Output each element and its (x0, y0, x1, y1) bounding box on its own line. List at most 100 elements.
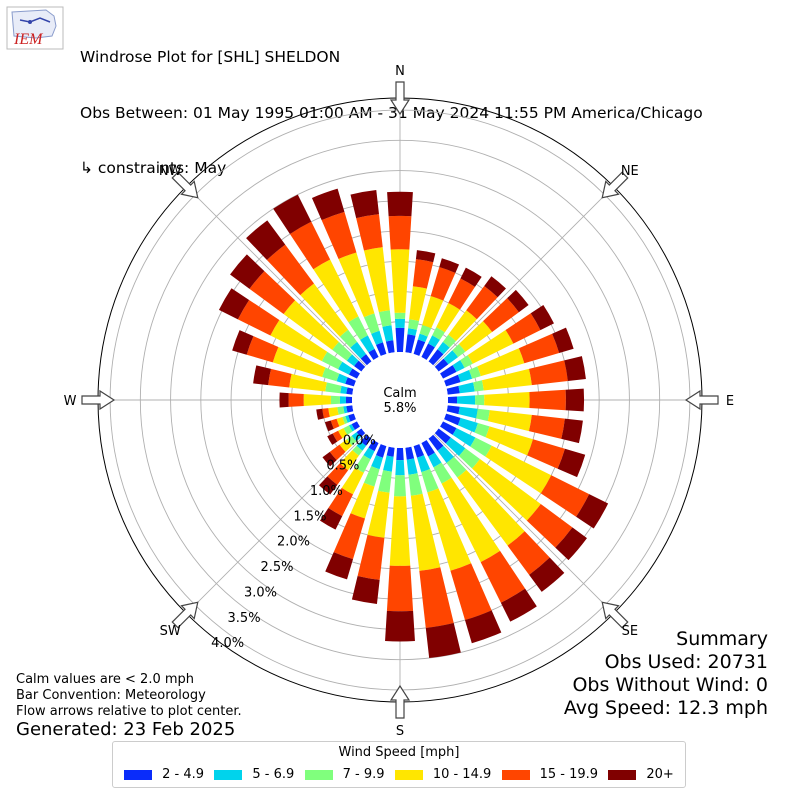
bar-140-bin-3 (446, 456, 467, 478)
bar-210-bin-6 (319, 508, 343, 530)
bar-230-bin-1 (356, 428, 366, 438)
bar-30-bin-2 (428, 335, 440, 348)
bar-120-bin-6 (576, 494, 609, 529)
flow-arrow-icon (601, 601, 629, 629)
bar-320-bin-4 (300, 283, 349, 337)
bar-150-bin-4 (441, 477, 501, 563)
bar-130-bin-5 (526, 503, 573, 548)
bar-320-bin-2 (350, 341, 367, 359)
bar-220-bin-1 (360, 434, 372, 446)
bar-280-bin-4 (289, 373, 327, 392)
bar-30-bin-4 (436, 302, 460, 333)
bar-110-bin-3 (474, 423, 490, 438)
bar-310-bin-6 (230, 254, 265, 289)
bar-80-bin-1 (446, 385, 460, 395)
bar-0-bin-4 (390, 249, 410, 313)
summary-box: Summary Obs Used: 20731 Obs Without Wind… (564, 628, 768, 720)
bar-270-bin-1 (345, 396, 353, 404)
bar-80-bin-3 (473, 380, 484, 392)
bar-130-bin-1 (434, 428, 451, 444)
bar-300-bin-5 (237, 299, 280, 336)
title-line-1: Windrose Plot for [SHL] SHELDON (80, 48, 341, 66)
bar-270-bin-2 (339, 396, 347, 404)
bar-270-bin-6 (279, 392, 289, 408)
summary-obs-without-wind: Obs Without Wind: 0 (572, 674, 768, 696)
bar-40-bin-4 (448, 310, 477, 342)
legend-items: 2 - 4.9 5 - 6.9 7 - 9.9 10 - 14.9 15 - 19.9 2… (113, 767, 685, 782)
bar-340-bin-1 (375, 342, 387, 356)
bar-120-bin-4 (485, 445, 552, 494)
bar-160-bin-4 (427, 488, 472, 571)
legend-swatch (394, 769, 423, 780)
bar-240-bin-6 (327, 433, 338, 445)
bar-60-bin-2 (452, 360, 465, 372)
bar-300-bin-4 (270, 319, 328, 362)
bar-250-bin-2 (345, 415, 351, 423)
bar-120-bin-1 (440, 421, 457, 435)
compass-label-se: SE (622, 624, 638, 639)
radial-tick-label: 1.5% (293, 509, 326, 524)
legend: Wind Speed [mph] 2 - 4.9 5 - 6.9 7 - 9.9 10… (112, 741, 686, 788)
legend-label: 5 - 6.9 (252, 767, 295, 782)
bar-240-bin-2 (348, 424, 355, 432)
bar-240-bin-1 (351, 421, 360, 430)
compass-label-w: W (64, 394, 77, 409)
bar-110-bin-6 (557, 448, 586, 478)
flow-arrow-shape (684, 389, 719, 411)
bar-170-bin-3 (408, 473, 423, 496)
bar-70-bin-4 (477, 348, 525, 377)
bar-10-bin-2 (407, 328, 417, 336)
bar-0-bin-2 (394, 318, 406, 328)
legend-label: 20+ (646, 767, 674, 782)
bar-250-bin-6 (324, 420, 334, 432)
bar-270-bin-3 (330, 395, 341, 405)
bar-260-bin-3 (337, 406, 345, 415)
bar-300-bin-1 (348, 368, 360, 379)
bar-20-bin-6 (439, 258, 460, 273)
flow-arrow-icon (81, 389, 116, 411)
bar-290-bin-2 (336, 373, 348, 384)
flow-arrow-icon (684, 389, 719, 411)
bar-310-bin-3 (332, 341, 353, 361)
bar-330-bin-3 (348, 316, 368, 340)
bar-20-bin-5 (430, 266, 456, 301)
bar-290-bin-5 (246, 336, 279, 363)
flow-arrow-icon (171, 171, 199, 199)
bar-70-bin-3 (468, 366, 481, 379)
bar-70-bin-1 (444, 374, 461, 387)
radial-tick-label: 0.0% (343, 433, 376, 448)
grid-spoke (433, 186, 614, 367)
bar-330-bin-2 (360, 335, 375, 353)
bar-180-bin-4 (389, 496, 411, 566)
bar-260-bin-2 (343, 406, 348, 414)
bar-90-bin-1 (447, 396, 458, 404)
radial-tick-label: 3.0% (244, 585, 277, 600)
bar-300-bin-6 (218, 288, 250, 320)
bar-20-bin-3 (419, 324, 432, 337)
bar-340-bin-3 (363, 313, 380, 334)
bar-70-bin-2 (457, 369, 473, 383)
bar-230-bin-3 (346, 435, 357, 446)
bar-50-bin-1 (434, 358, 449, 372)
legend-item: 7 - 9.9 (304, 767, 385, 782)
bar-330-bin-4 (313, 259, 359, 323)
bar-90-bin-5 (529, 389, 566, 411)
bar-220-bin-4 (339, 450, 359, 471)
bar-190-bin-3 (378, 470, 392, 493)
compass-label-e: E (726, 394, 734, 409)
bar-110-bin-5 (527, 439, 565, 469)
bar-100-bin-1 (446, 405, 460, 415)
bar-190-bin-5 (357, 534, 385, 580)
compass-label-nw: NW (159, 164, 182, 179)
legend-swatch (124, 769, 153, 780)
bar-230-bin-2 (351, 432, 361, 442)
bar-340-bin-2 (371, 330, 383, 345)
flow-note: Flow arrows relative to plot center. (16, 704, 242, 719)
convention-note: Bar Convention: Meteorology (16, 688, 206, 703)
bar-250-bin-5 (330, 418, 340, 429)
generated-date: Generated: 23 Feb 2025 (16, 719, 236, 740)
bar-320-bin-1 (360, 354, 372, 366)
bar-200-bin-2 (371, 455, 383, 470)
bar-100-bin-3 (476, 408, 490, 422)
bar-140-bin-4 (457, 469, 525, 546)
